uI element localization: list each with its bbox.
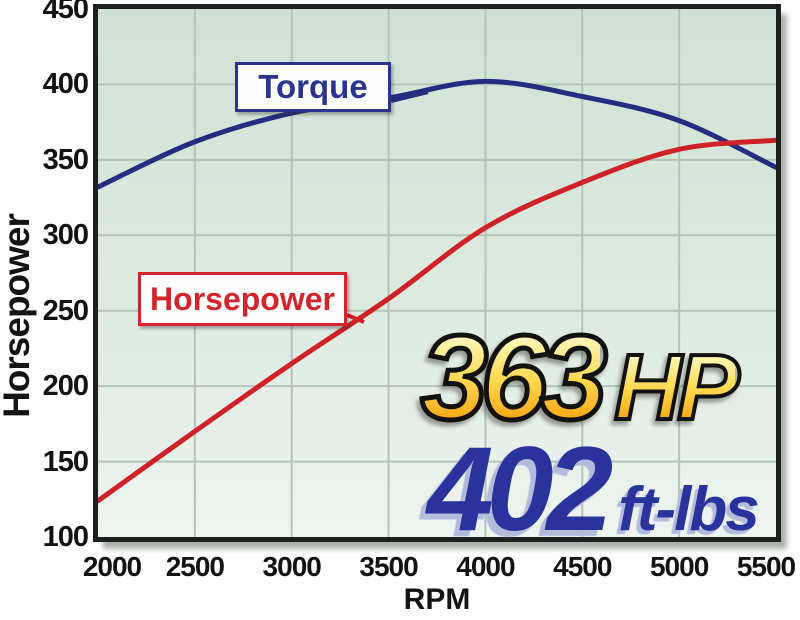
curves: [98, 78, 776, 504]
x-tick-label: 4500: [553, 551, 612, 582]
y-axis-title: Horsepower: [0, 214, 37, 418]
x-tick-label: 5000: [649, 551, 709, 582]
x-tick-label: 3000: [262, 551, 322, 582]
peak-torque-value: 402: [427, 422, 613, 556]
y-tick-label: 150: [42, 445, 89, 478]
peak-hp-value: 363: [418, 311, 609, 445]
torque-curve: [98, 78, 776, 190]
x-tick-label: 2500: [165, 551, 225, 582]
x-axis-title: RPM: [403, 583, 471, 616]
peak-hp-unit: HP: [612, 335, 741, 439]
x-tick-label: 2000: [82, 551, 142, 582]
horsepower-curve: [98, 137, 776, 504]
x-tick-label: 4000: [456, 551, 515, 582]
x-tick-label: 3500: [359, 551, 418, 582]
y-tick-label: 100: [42, 521, 89, 553]
x-tick-label: 5500: [736, 551, 796, 582]
horsepower-leader-line: [346, 313, 365, 324]
y-tick-label: 400: [42, 68, 89, 101]
peak-hp-badge: 363 HP: [418, 311, 741, 445]
y-tick-label: 250: [42, 294, 89, 327]
y-tick-label: 200: [42, 370, 89, 403]
peak-torque-badge: 402 ft-lbs: [427, 422, 760, 556]
y-tick-label: 300: [42, 219, 89, 252]
torque-leader-line: [390, 90, 429, 103]
horsepower-callout-label: Horsepower: [150, 280, 335, 317]
torque-callout-box: Torque: [235, 62, 391, 112]
y-tick-label: 350: [42, 143, 89, 176]
torque-callout-label: Torque: [258, 68, 368, 105]
y-tick-label: 450: [42, 0, 89, 25]
horsepower-callout-box: Horsepower: [138, 272, 347, 326]
peak-torque-unit: ft-lbs: [618, 475, 760, 544]
